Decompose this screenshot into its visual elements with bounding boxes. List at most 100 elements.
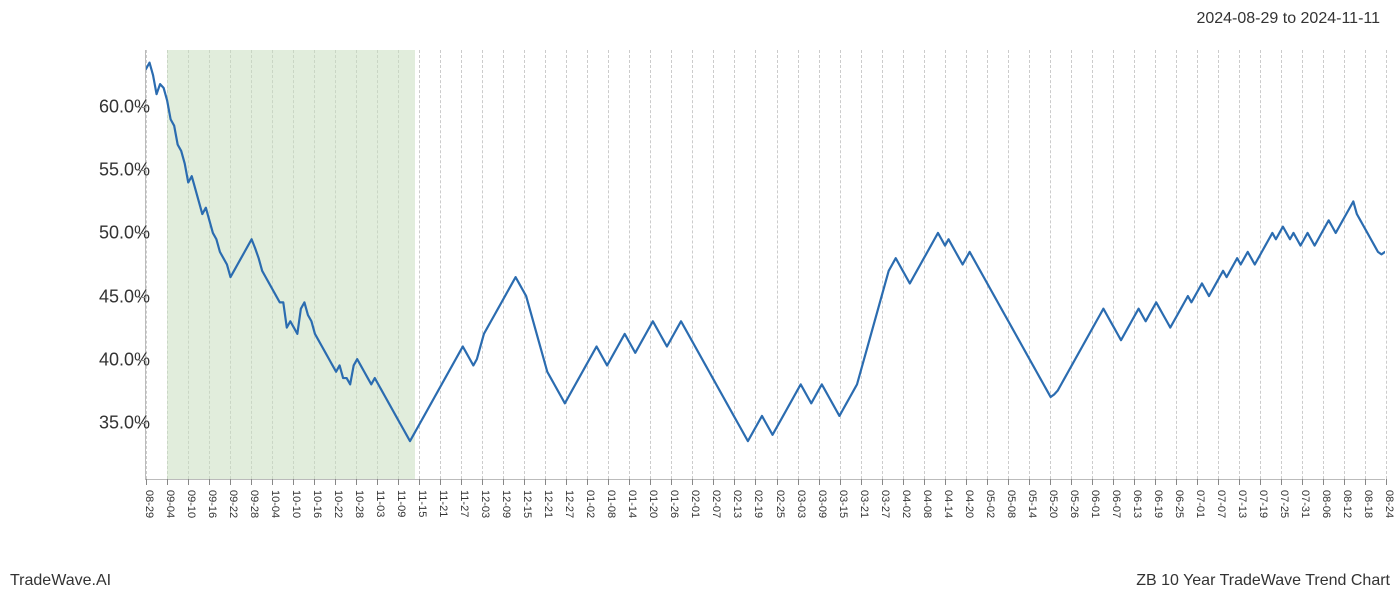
x-axis-tick-label: 08-12 [1341,490,1353,518]
x-axis-tick-label: 09-10 [185,490,197,518]
x-axis-tick-label: 11-21 [437,490,449,517]
x-axis-tick [188,479,189,485]
x-axis-tick-label: 02-07 [710,490,722,518]
x-axis-tick [1155,479,1156,485]
x-axis-tick-label: 09-22 [227,490,239,518]
x-axis-tick [419,479,420,485]
x-axis-tick-label: 08-06 [1320,490,1332,518]
x-axis-tick [1176,479,1177,485]
x-axis-tick-label: 06-01 [1089,490,1101,518]
x-axis-tick-label: 11-15 [416,490,428,517]
x-axis-tick [1323,479,1324,485]
x-axis-tick-label: 05-20 [1047,490,1059,518]
x-axis-tick [1113,479,1114,485]
x-axis-tick-label: 12-03 [479,490,491,518]
x-axis-tick-label: 10-16 [311,490,323,518]
trend-line [146,50,1385,479]
x-axis-tick [734,479,735,485]
x-axis-tick-label: 04-02 [900,490,912,518]
x-axis-tick [167,479,168,485]
x-axis-tick [1029,479,1030,485]
y-axis-tick [139,360,145,361]
x-axis-tick [440,479,441,485]
x-axis-tick [1365,479,1366,485]
x-axis-tick [924,479,925,485]
x-axis-tick-label: 02-13 [731,490,743,518]
x-axis-tick [1134,479,1135,485]
x-axis-tick [1050,479,1051,485]
x-axis-tick [713,479,714,485]
x-axis-tick [1218,479,1219,485]
x-axis-tick-label: 08-24 [1383,490,1395,518]
x-axis-tick [882,479,883,485]
x-axis-tick [1260,479,1261,485]
x-axis-tick-label: 06-25 [1173,490,1185,518]
x-axis-tick-label: 11-03 [374,490,386,517]
x-axis-tick-label: 04-20 [963,490,975,518]
x-axis-tick-label: 07-13 [1236,490,1248,518]
x-axis-tick [650,479,651,485]
x-axis-tick-label: 12-21 [542,490,554,518]
x-axis-tick-label: 01-20 [647,490,659,518]
x-axis-tick [209,479,210,485]
x-axis-tick-label: 01-08 [605,490,617,518]
x-axis-tick [1281,479,1282,485]
x-axis-tick-label: 04-14 [942,490,954,518]
x-axis-tick [1071,479,1072,485]
x-axis-tick-label: 08-18 [1362,490,1374,518]
x-axis-tick [798,479,799,485]
x-axis-tick-label: 12-27 [563,490,575,518]
x-axis-tick [377,479,378,485]
x-axis-tick-label: 05-14 [1026,490,1038,518]
x-axis-tick-label: 09-16 [206,490,218,518]
x-axis-tick [755,479,756,485]
x-axis-tick [1008,479,1009,485]
y-axis-tick [139,423,145,424]
x-axis-tick-label: 08-29 [143,490,155,518]
x-axis-tick [461,479,462,485]
x-axis-tick [230,479,231,485]
x-axis-tick [1302,479,1303,485]
chart-container: 2024-08-29 to 2024-11-11 35.0%40.0%45.0%… [0,0,1400,600]
x-axis-tick [356,479,357,485]
x-axis-tick-label: 04-08 [921,490,933,518]
x-axis-tick-label: 02-19 [752,490,764,518]
x-axis-tick [671,479,672,485]
x-gridline [1386,50,1387,479]
x-axis-tick [1239,479,1240,485]
x-axis-tick-label: 05-02 [984,490,996,518]
x-axis-tick [1197,479,1198,485]
x-axis-tick-label: 10-22 [332,490,344,518]
y-axis-tick [139,170,145,171]
x-axis-tick [777,479,778,485]
x-axis-tick-label: 01-02 [584,490,596,518]
x-axis-tick-label: 01-14 [626,490,638,518]
x-axis-tick-label: 03-15 [837,490,849,518]
x-axis-tick [861,479,862,485]
x-axis-tick [966,479,967,485]
x-axis-tick-label: 01-26 [668,490,680,518]
x-axis-tick [503,479,504,485]
x-axis-tick [587,479,588,485]
x-axis-tick-label: 02-25 [774,490,786,518]
x-axis-tick-label: 05-08 [1005,490,1017,518]
x-axis-tick-label: 11-09 [395,490,407,517]
x-axis-tick [272,479,273,485]
x-axis-tick [1092,479,1093,485]
x-axis-tick [819,479,820,485]
x-axis-tick-label: 06-19 [1152,490,1164,518]
x-axis-tick [945,479,946,485]
x-axis-tick [146,479,147,485]
y-axis-tick [139,233,145,234]
x-axis-tick [482,479,483,485]
x-axis-tick [314,479,315,485]
x-axis-tick [692,479,693,485]
x-axis-tick [251,479,252,485]
x-axis-tick-label: 02-01 [689,490,701,518]
x-axis-tick [1344,479,1345,485]
x-axis-tick [293,479,294,485]
x-axis-tick-label: 07-19 [1257,490,1269,518]
x-axis-tick-label: 07-07 [1215,490,1227,518]
x-axis-tick-label: 12-09 [500,490,512,518]
x-axis-tick-label: 06-13 [1131,490,1143,518]
